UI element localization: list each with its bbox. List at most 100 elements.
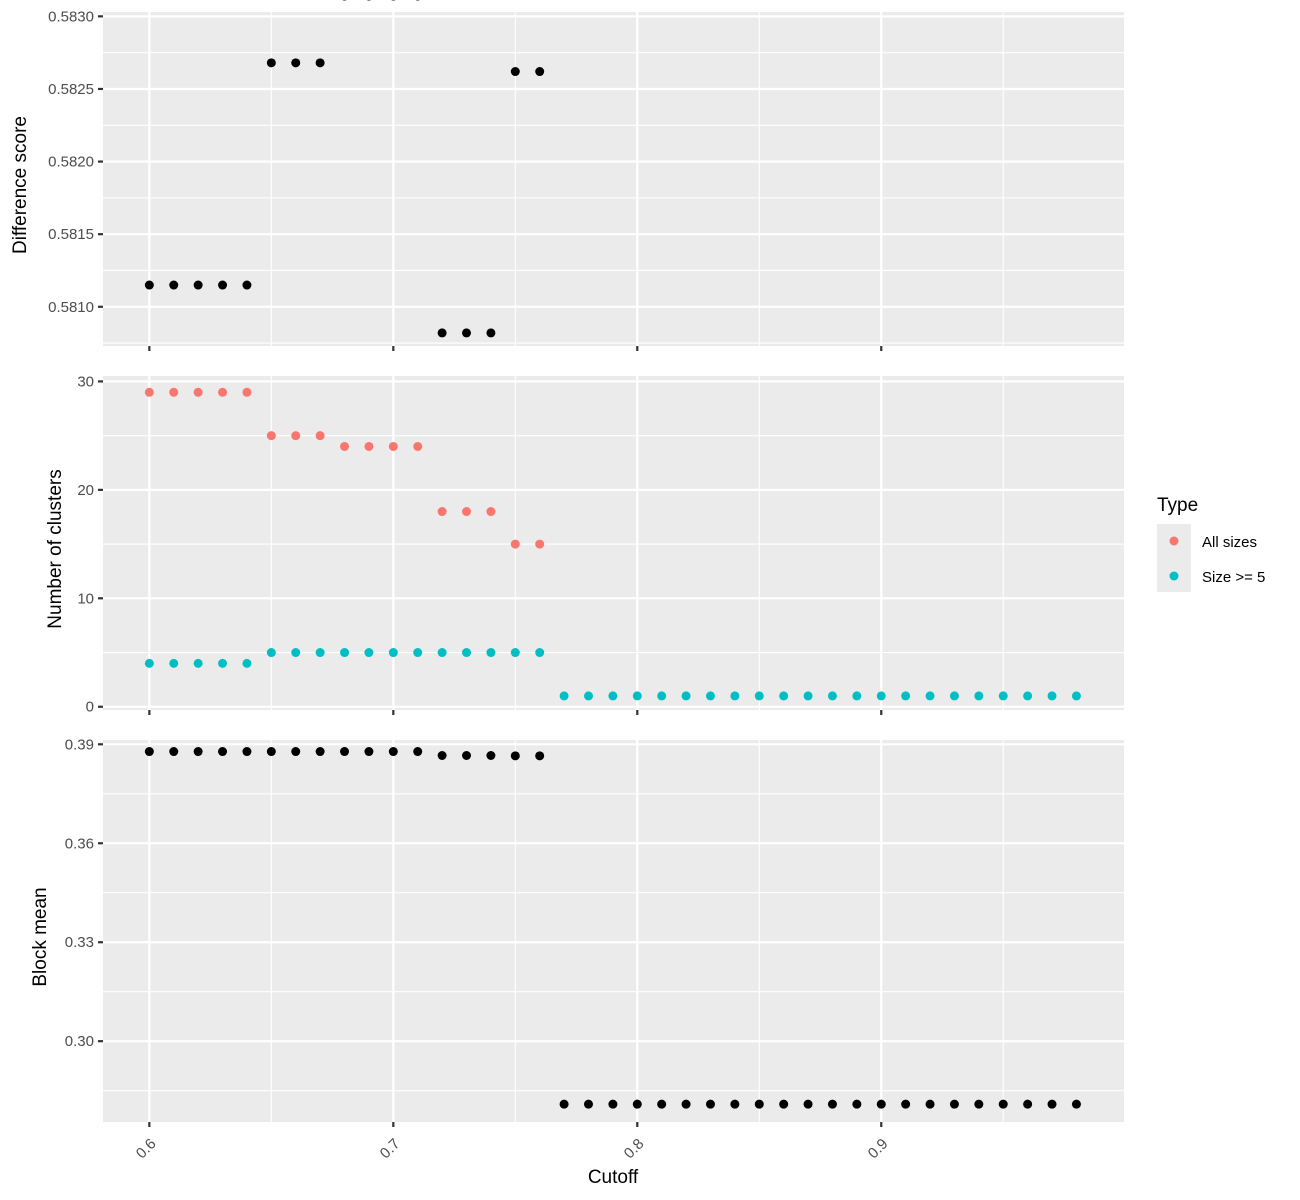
data-point: [340, 747, 350, 757]
y-tick-label: 0.5815: [48, 226, 94, 243]
data-point: [266, 648, 276, 658]
data-point: [998, 1099, 1008, 1109]
data-point: [144, 658, 154, 668]
panel-background: [103, 376, 1124, 710]
data-point: [803, 1099, 813, 1109]
series-all-sizes: [144, 387, 545, 549]
data-point: [510, 67, 520, 77]
data-point: [144, 747, 154, 757]
data-point: [876, 691, 886, 701]
data-point: [608, 691, 618, 701]
x-tick-label: 0.9: [865, 1135, 892, 1162]
data-point: [730, 691, 740, 701]
data-point: [437, 507, 447, 517]
data-point: [242, 658, 252, 668]
data-point: [1023, 691, 1033, 701]
data-point: [413, 441, 423, 451]
data-point: [535, 751, 545, 761]
data-point: [462, 751, 472, 761]
data-point: [730, 1099, 740, 1109]
data-point: [218, 280, 228, 290]
legend-label-size-5: Size >= 5: [1202, 569, 1265, 586]
data-point: [315, 431, 325, 441]
data-point: [779, 1099, 789, 1109]
panel-diff: 0.5810 0.5815 0.5820 0.5825 0.5830 Difference…: [10, 0, 1124, 351]
data-point: [608, 1099, 618, 1109]
y-axis-title-diff: Difference score: [10, 116, 31, 254]
data-point: [559, 691, 569, 701]
data-point: [266, 58, 276, 68]
data-point: [291, 58, 301, 68]
data-point: [1047, 1099, 1057, 1109]
data-point: [827, 691, 837, 701]
data-point: [486, 648, 496, 658]
data-point: [974, 1099, 984, 1109]
data-point: [901, 1099, 911, 1109]
y-tick-label: 10: [77, 590, 94, 607]
data-point: [827, 1099, 837, 1109]
data-point: [340, 648, 350, 658]
y-tick-label: 20: [77, 482, 94, 499]
data-point: [779, 691, 789, 701]
data-point: [949, 1099, 959, 1109]
y-tick-label: 0.5820: [48, 154, 94, 171]
y-tick-label: 0: [86, 699, 94, 716]
data-point: [925, 691, 935, 701]
data-point: [388, 648, 398, 658]
data-point: [291, 747, 301, 757]
data-point: [218, 747, 228, 757]
data-point: [315, 58, 325, 68]
data-point: [462, 648, 472, 658]
data-point: [315, 648, 325, 658]
data-point: [1047, 691, 1057, 701]
data-point: [364, 648, 374, 658]
data-point: [705, 1099, 715, 1109]
data-point: [169, 280, 179, 290]
series-points-0: [144, 0, 545, 338]
data-point: [193, 658, 203, 668]
data-point: [852, 1099, 862, 1109]
data-point: [413, 648, 423, 658]
data-point: [754, 691, 764, 701]
data-point: [342, 0, 347, 1]
data-point: [391, 0, 396, 1]
data-point: [974, 691, 984, 701]
data-point: [657, 1099, 667, 1109]
data-point: [415, 0, 420, 1]
data-point: [144, 387, 154, 397]
x-tick-label: 0.8: [621, 1135, 648, 1162]
data-point: [510, 648, 520, 658]
panel-block-mean: 0.30 0.33 0.36 0.39 Block mean: [30, 736, 1124, 1127]
data-point: [583, 1099, 593, 1109]
data-point: [366, 0, 372, 1]
data-point: [169, 658, 179, 668]
y-tick-label: 0.33: [65, 934, 94, 951]
data-point: [462, 328, 472, 338]
data-point: [242, 747, 252, 757]
data-point: [681, 691, 691, 701]
data-point: [340, 441, 350, 451]
data-point: [705, 691, 715, 701]
data-point: [413, 747, 423, 757]
data-point: [925, 1099, 935, 1109]
data-point: [364, 747, 374, 757]
data-point: [876, 1099, 886, 1109]
series-size-5: [144, 648, 1081, 701]
data-point: [437, 751, 447, 761]
data-point: [754, 1099, 764, 1109]
x-tick-label: 0.6: [133, 1135, 160, 1162]
data-point: [1071, 691, 1081, 701]
data-point: [193, 747, 203, 757]
legend-title: Type: [1157, 495, 1198, 516]
series-points-0: [144, 747, 1081, 1109]
chart-panels: 0.5810 0.5815 0.5820 0.5825 0.5830 Difference…: [10, 0, 1124, 1162]
data-point: [169, 387, 179, 397]
data-point: [315, 747, 325, 757]
data-point: [535, 648, 545, 658]
data-point: [632, 691, 642, 701]
data-point: [535, 67, 545, 77]
data-point: [291, 431, 301, 441]
panel-background: [103, 740, 1124, 1122]
data-point: [266, 431, 276, 441]
y-tick-label: 0.30: [65, 1033, 94, 1050]
